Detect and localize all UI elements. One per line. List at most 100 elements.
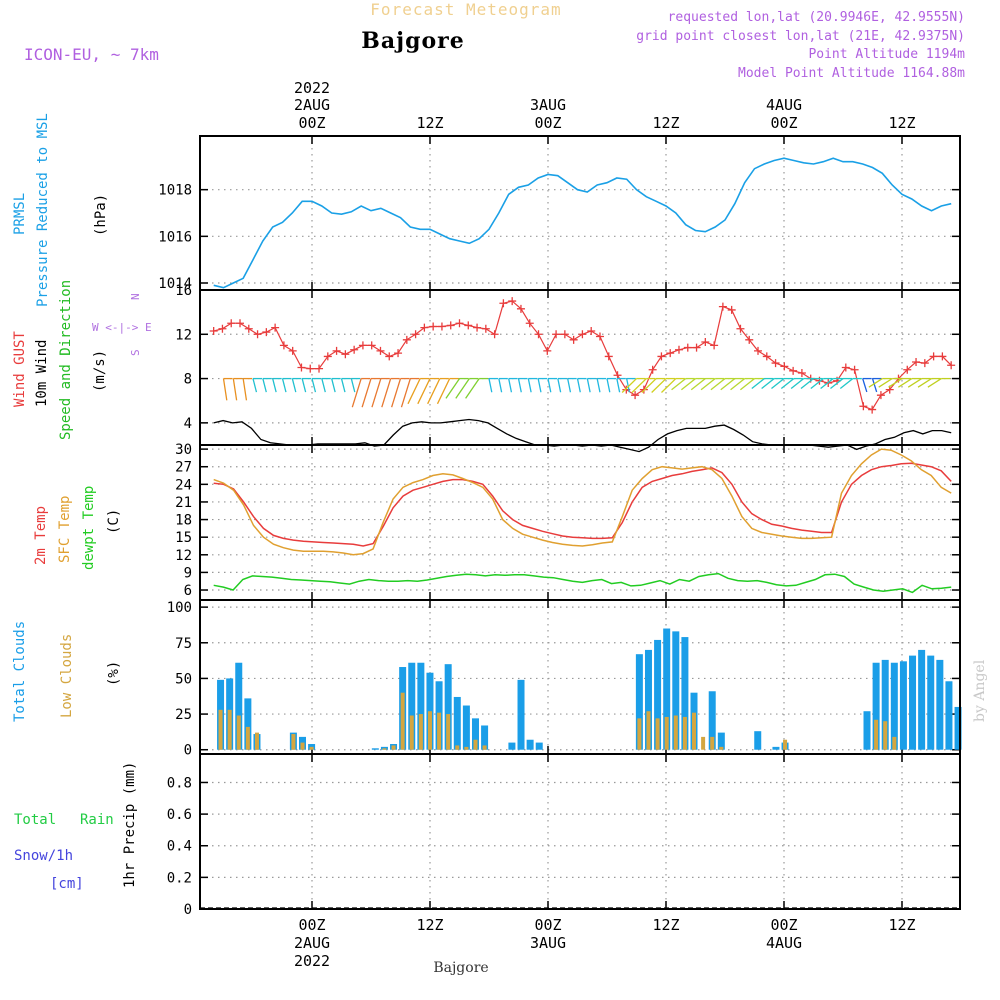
temp-2m-line xyxy=(213,462,952,547)
low-cloud-bar xyxy=(883,721,888,750)
wind-arrow xyxy=(242,378,248,401)
gust-point xyxy=(868,405,877,414)
gust-point xyxy=(315,364,324,373)
gust-point xyxy=(552,330,561,339)
total-cloud-bar xyxy=(408,662,416,750)
prmsl-label: PRMSL xyxy=(12,193,28,235)
wind-arrow xyxy=(391,378,402,408)
gust-point xyxy=(850,365,859,374)
low-cloud-bar xyxy=(655,718,660,750)
total-cloud-bar xyxy=(672,631,680,750)
temp-unit: (C) xyxy=(106,509,122,534)
bottom-time-label: 00Z xyxy=(534,916,561,934)
y-tick-label: 27 xyxy=(175,460,192,476)
y-tick-label: 30 xyxy=(175,442,192,458)
gust-point xyxy=(613,371,622,380)
gust-point xyxy=(516,304,525,313)
low-cloud-bar xyxy=(245,726,250,750)
y-tick-label: 0.8 xyxy=(167,775,192,791)
gust-point xyxy=(358,341,367,350)
low-cloud-bar xyxy=(646,711,651,750)
gust-point xyxy=(429,322,438,331)
total-label: Total xyxy=(14,812,56,828)
low-cloud-bar xyxy=(783,739,788,750)
y-tick-label: 9 xyxy=(184,565,192,581)
wind-arrow xyxy=(751,378,765,390)
wind-arrow xyxy=(761,378,775,390)
bottom-time-label: 2022 xyxy=(294,952,330,970)
wind-arrow xyxy=(641,378,657,393)
gust-point xyxy=(727,305,736,314)
y-tick-label: 0.2 xyxy=(167,870,192,886)
gust-point xyxy=(525,319,534,328)
panel-frame xyxy=(199,444,961,601)
total-cloud-bar xyxy=(471,718,479,750)
total-cloud-bar xyxy=(936,659,944,750)
total-cloud-bar xyxy=(481,725,489,750)
wind-arrow xyxy=(455,378,470,399)
total-cloud-bar xyxy=(754,731,762,750)
wind-arrow xyxy=(262,378,267,393)
wind-arrow xyxy=(888,378,903,388)
top-time-label: 12Z xyxy=(416,114,443,132)
low-cloud-bar xyxy=(473,739,478,750)
y-tick-label: 100 xyxy=(167,600,192,616)
y-tick-label: 0.4 xyxy=(167,839,192,855)
footer-place: Bajgore xyxy=(433,960,488,976)
total-cloud-bar xyxy=(235,662,243,750)
wind-arrow xyxy=(651,378,667,393)
gust-point xyxy=(701,338,710,347)
gust-point xyxy=(595,332,604,341)
gust-point xyxy=(464,321,473,330)
wind-arrow xyxy=(907,378,923,388)
gust-point xyxy=(332,346,341,355)
wind-arrow xyxy=(508,378,513,393)
wind-arrow xyxy=(321,378,326,393)
total-cloud-bar xyxy=(881,659,889,750)
total-cloud-bar xyxy=(444,664,452,750)
clouds-unit: (%) xyxy=(106,661,122,686)
wind-arrow xyxy=(371,378,382,408)
total-cloud-bar xyxy=(772,746,780,750)
panels-group: 1014101610184812166912151821242730025507… xyxy=(158,135,962,918)
y-tick-label: 12 xyxy=(175,548,192,564)
low-cloud-bar xyxy=(382,748,387,750)
panel-frame xyxy=(199,753,961,910)
gust-point xyxy=(762,352,771,361)
wind-speed-line xyxy=(213,418,952,453)
wind-arrow xyxy=(830,378,844,390)
y-tick-label: 21 xyxy=(175,495,192,511)
wind-arrow xyxy=(381,378,392,408)
total-cloud-bar xyxy=(717,732,725,750)
total-cloud-bar xyxy=(863,711,871,750)
gust-point xyxy=(262,328,271,337)
total-cloud-bar xyxy=(417,662,425,750)
wind-arrow xyxy=(281,378,287,393)
y-tick-label: 16 xyxy=(175,283,192,299)
gust-point xyxy=(411,330,420,339)
top-time-label: 2022 xyxy=(294,79,330,97)
low-cloud-bar xyxy=(446,714,451,750)
wind-arrow xyxy=(537,378,542,393)
wind-arrow xyxy=(547,378,552,393)
low-cloud-bar xyxy=(300,742,305,750)
y-tick-label: 1014 xyxy=(158,276,192,292)
gust-point xyxy=(534,330,543,339)
wind-arrow xyxy=(576,378,581,393)
rain-label: Rain xyxy=(80,812,114,828)
panel-frame xyxy=(199,135,961,291)
pressure-unit: (hPa) xyxy=(93,194,109,236)
y-tick-label: 0 xyxy=(184,902,192,918)
model-point-altitude: Model Point Altitude 1164.88m xyxy=(738,66,965,81)
gust-point xyxy=(683,343,692,352)
total-cloud-bar xyxy=(635,654,643,750)
gust-point xyxy=(789,366,798,375)
gust-point xyxy=(218,324,227,333)
top-time-label: 4AUG xyxy=(766,96,802,114)
gust-point xyxy=(271,323,280,332)
wind-arrow xyxy=(690,378,706,391)
panel-clouds: 0 25 50 75 100 xyxy=(167,600,960,759)
